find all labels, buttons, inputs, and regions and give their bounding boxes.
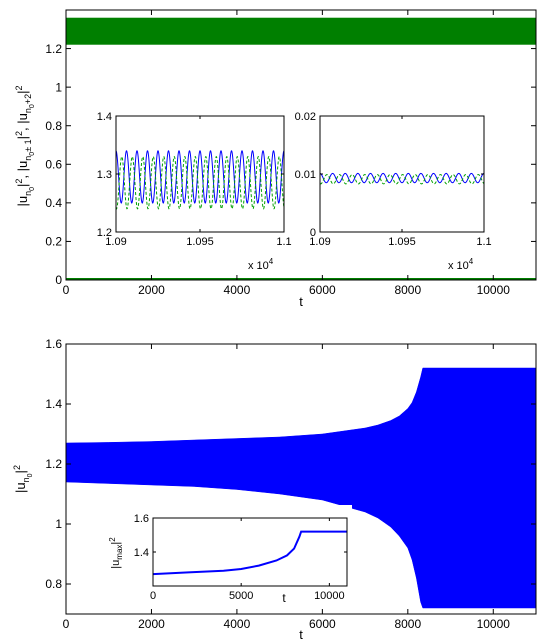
top-inset-left-ytick-label: 1.4 [97, 111, 112, 123]
top-main-ytick-label: 0.4 [45, 196, 62, 210]
top-main-xtick-label: 2000 [138, 283, 165, 297]
top-main-ytick-label: 0.8 [45, 119, 62, 133]
bottom-main-ytick-label: 0.8 [45, 577, 62, 591]
top-main-xtick-label: 8000 [394, 283, 421, 297]
bottom-main-xtick-label: 6000 [309, 617, 336, 631]
bottom-main-xtick-label: 4000 [224, 617, 251, 631]
bottom-inset-xtick-label: 0 [150, 590, 156, 602]
bottom-main-xtick-label: 10000 [477, 617, 511, 631]
top-inset-right-xtick-label: 1.09 [309, 236, 330, 248]
bottom-main-xtick-label: 2000 [138, 617, 165, 631]
bottom-main-xtick-label: 8000 [394, 617, 421, 631]
bottom-inset-xtick-label: 5000 [229, 590, 253, 602]
top-inset-left-ytick-label: 1.3 [97, 169, 112, 181]
top-main-ytick-label: 0.2 [45, 235, 62, 249]
bottom-inset-background [106, 505, 352, 609]
top-main-ytick-label: 1.2 [45, 42, 62, 56]
top-panel: 0 2000 4000 6000 8000 1000000.20.40.60.811.2 … [14, 9, 537, 309]
top-inset-left: 1.09 1.095 1.1 1.2 1.3 1.4 x 104 [90, 107, 292, 272]
bottom-inset-ylabel: |umax|2 [108, 537, 124, 569]
top-inset-right-ticks: 1.09 1.095 1.1 0 0.01 0.02 [295, 111, 492, 248]
top-inset-right-ytick-label: 0 [310, 227, 316, 239]
top-inset-right-plot-area [319, 172, 485, 185]
top-inset-left-exponent: x 104 [248, 257, 274, 272]
top-inset-right-series-solid [319, 172, 485, 184]
top-main-ylabel: |un0|2, |un0± 1|2, |un0+2|2 [14, 86, 36, 207]
top-main-xtick-label: 0 [63, 283, 70, 297]
bottom-main-axes-frame [65, 343, 537, 615]
bottom-inset-ytick-label: 1.6 [134, 513, 149, 525]
bottom-main-ytick-label: 1.4 [45, 397, 62, 411]
top-main-ytick-label: 1 [55, 80, 62, 94]
top-inset-left-series-solid [115, 149, 285, 204]
top-inset-left-ticks: 1.09 1.095 1.1 1.2 1.3 1.4 [97, 111, 292, 248]
top-inset-right-ytick-label: 0.02 [295, 111, 316, 123]
bottom-main-ylabel: |un0|2 [12, 465, 34, 493]
top-inset-left-series-dashed [115, 155, 285, 210]
bottom-inset-ticks: 0 5000 10000 1.4 1.6 [134, 513, 347, 602]
top-main-xlabel: t [299, 294, 303, 309]
top-main-ytick-label: 0.6 [45, 157, 62, 171]
bottom-main-ticks: 0 2000 4000 6000 8000 10000 0.8 1 1.2 1.4 1.6 [45, 337, 536, 631]
bottom-inset-xlabel: t [282, 591, 286, 605]
top-main-plot-area [66, 17, 536, 280]
top-main-xtick-label: 6000 [309, 283, 336, 297]
top-inset-left-ytick-label: 1.2 [97, 227, 112, 239]
top-inset-right-background [294, 107, 488, 252]
top-inset-right-ytick-label: 0.01 [295, 169, 316, 181]
bottom-main-xlabel: t [299, 627, 303, 642]
top-inset-right-series-dashed [319, 174, 485, 185]
bottom-main-xtick-label: 0 [63, 617, 70, 631]
bottom-inset-series-line [152, 530, 347, 576]
bottom-main-ytick-label: 1.2 [45, 457, 62, 471]
bottom-main-ytick-label: 1.6 [45, 337, 62, 351]
top-main-ytick-label: 0 [55, 273, 62, 287]
bottom-inset-ytick-label: 1.4 [134, 547, 149, 559]
bottom-main-ytick-label: 1 [55, 517, 62, 531]
top-main-axes-frame [65, 9, 537, 281]
top-main-series-band [66, 17, 536, 45]
top-main-xtick-label: 10000 [477, 283, 511, 297]
top-inset-right-xtick-label: 1.095 [388, 236, 416, 248]
top-main-xtick-label: 4000 [224, 283, 251, 297]
top-inset-right: 1.09 1.095 1.1 0 0.01 0.02 x 104 [294, 107, 492, 272]
top-inset-left-xtick-label: 1.1 [276, 236, 291, 248]
top-main-ticks: 0 2000 4000 6000 8000 10000 0 0.2 0.4 0.6 0.8 1 1.2 [45, 10, 536, 297]
top-main-series-band [66, 278, 536, 280]
top-inset-right-xtick-label: 1.1 [476, 236, 491, 248]
bottom-inset-plot-area [152, 530, 347, 576]
top-inset-right-exponent: x 104 [448, 257, 474, 272]
bottom-inset: 0 5000 10000 1.4 1.6 t |umax|2 [106, 505, 352, 609]
top-inset-left-xtick-label: 1.095 [186, 236, 214, 248]
bottom-inset-xtick-label: 10000 [314, 590, 345, 602]
top-inset-left-xtick-label: 1.09 [105, 236, 126, 248]
top-inset-left-plot-area [115, 149, 285, 210]
bottom-panel: 0 2000 4000 6000 8000 10000 0.8 1 1.2 1.4 1.6 t |u… [12, 337, 537, 642]
